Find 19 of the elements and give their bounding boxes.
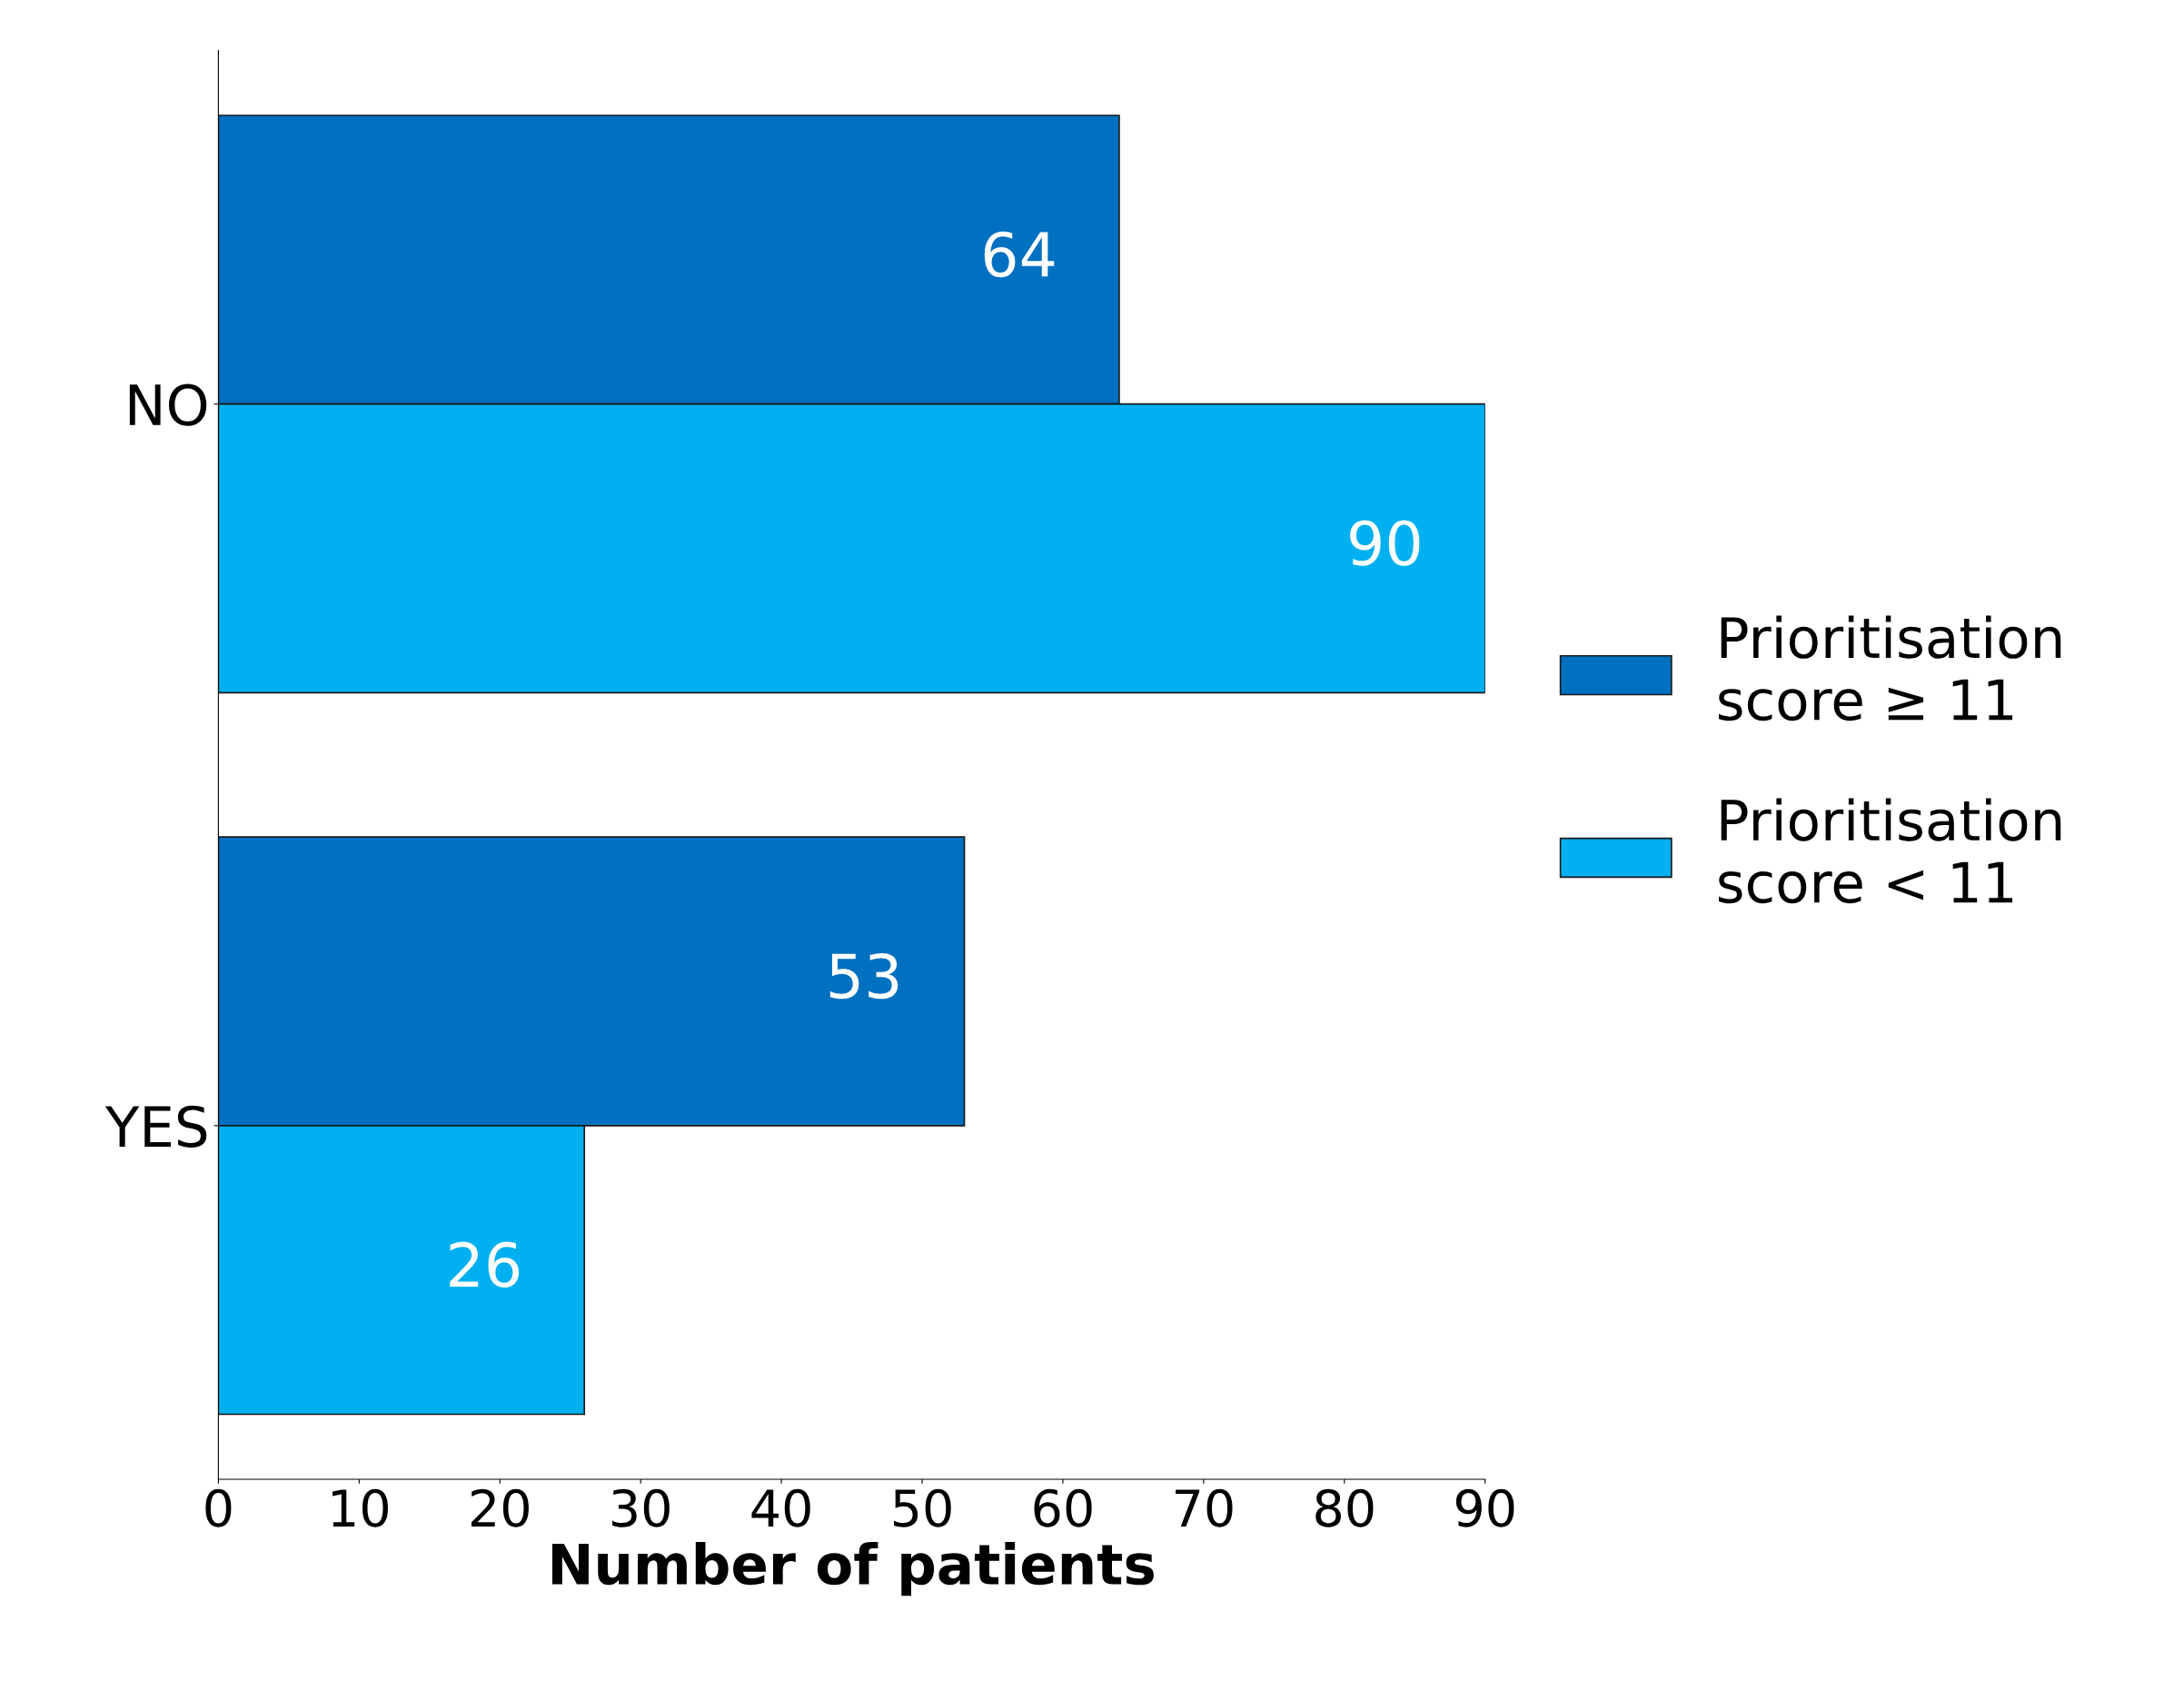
x-tick-label: 0 bbox=[205, 1488, 232, 1527]
data-label: 64 bbox=[984, 231, 1055, 278]
legend-label: Prioritisation score < 11 bbox=[1719, 798, 2061, 904]
y-tick-label: NO bbox=[129, 383, 207, 426]
x-tick-label: 90 bbox=[1455, 1488, 1514, 1527]
x-tick-label: 30 bbox=[612, 1488, 670, 1527]
x-tick-label: 80 bbox=[1315, 1488, 1374, 1527]
x-tick-label: 10 bbox=[333, 1488, 388, 1527]
x-tick-label: 40 bbox=[751, 1488, 810, 1527]
data-label: 26 bbox=[450, 1241, 520, 1288]
data-label: 90 bbox=[1350, 520, 1420, 566]
x-axis-title: Number of patients bbox=[551, 1542, 1154, 1596]
legend-label: Prioritisation score ≥ 11 bbox=[1719, 615, 2061, 721]
x-tick-label: 20 bbox=[471, 1488, 529, 1527]
data-label: 53 bbox=[829, 952, 898, 1000]
x-tick-label: 50 bbox=[893, 1488, 951, 1527]
x-tick-label: 70 bbox=[1176, 1488, 1233, 1527]
y-tick-label: YES bbox=[104, 1105, 207, 1148]
x-tick-label: 60 bbox=[1034, 1488, 1092, 1527]
